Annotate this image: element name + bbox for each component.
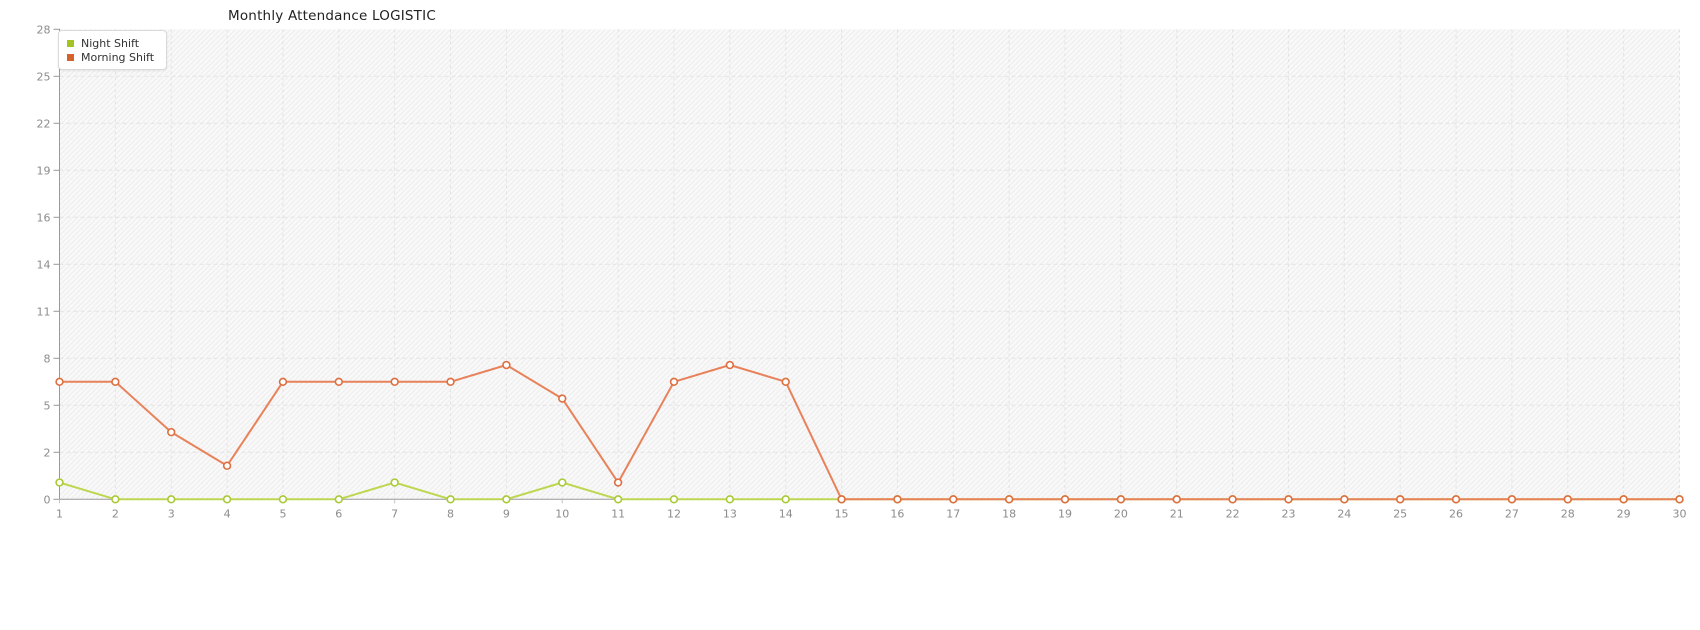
data-point-marker[interactable] <box>167 495 176 504</box>
x-tick-label: 25 <box>1393 507 1407 520</box>
legend-item-morning-shift[interactable]: Morning Shift <box>67 50 154 64</box>
data-point-marker[interactable] <box>1284 495 1293 504</box>
legend-label: Morning Shift <box>81 50 155 64</box>
data-point-marker[interactable] <box>390 478 399 487</box>
data-point-marker[interactable] <box>502 360 511 370</box>
data-point-marker[interactable] <box>1340 495 1349 504</box>
plot-area-background <box>59 29 1680 500</box>
data-point-marker[interactable] <box>781 495 790 504</box>
x-tick-label: 11 <box>611 507 625 520</box>
y-tick-label: 14 <box>37 258 51 271</box>
data-point-marker[interactable] <box>55 478 64 487</box>
data-point-marker[interactable] <box>725 360 735 370</box>
data-point-marker[interactable] <box>558 394 567 403</box>
x-tick-label: 29 <box>1617 507 1631 520</box>
y-tick-label: 8 <box>44 352 51 365</box>
x-tick-label: 20 <box>1114 507 1128 520</box>
night-shift-swatch-icon <box>67 39 74 47</box>
data-point-marker[interactable] <box>1228 495 1237 504</box>
y-tick-label: 0 <box>44 493 51 506</box>
data-point-marker[interactable] <box>558 478 567 487</box>
x-tick-label: 13 <box>723 507 737 520</box>
x-tick-label: 16 <box>890 507 904 520</box>
x-tick-label: 5 <box>279 507 286 520</box>
data-point-marker[interactable] <box>1675 495 1684 504</box>
y-tick-label: 28 <box>37 23 51 36</box>
x-tick-label: 24 <box>1337 507 1351 520</box>
data-point-marker[interactable] <box>278 495 288 504</box>
x-tick-label: 6 <box>335 507 342 520</box>
data-point-marker[interactable] <box>111 495 120 504</box>
x-tick-label: 27 <box>1505 507 1519 520</box>
data-point-marker[interactable] <box>781 377 790 386</box>
x-tick-label: 26 <box>1449 507 1463 520</box>
morning-shift-swatch-icon <box>67 53 74 61</box>
x-tick-label: 21 <box>1170 507 1184 520</box>
x-tick-label: 3 <box>168 507 175 520</box>
data-point-marker[interactable] <box>669 495 679 504</box>
x-tick-label: 18 <box>1002 507 1016 520</box>
data-point-marker[interactable] <box>1116 495 1126 504</box>
legend-label: Night Shift <box>81 36 140 50</box>
x-tick-label: 30 <box>1673 507 1687 520</box>
data-point-marker[interactable] <box>111 377 120 386</box>
data-point-marker[interactable] <box>278 377 288 386</box>
series-line-morning-shift <box>58 364 1681 501</box>
data-point-marker[interactable] <box>949 495 958 504</box>
data-point-marker[interactable] <box>55 377 64 386</box>
y-tick-label: 25 <box>37 70 51 83</box>
data-point-marker[interactable] <box>334 377 344 386</box>
y-tick-label: 5 <box>44 399 51 412</box>
data-point-marker[interactable] <box>446 495 455 504</box>
data-point-marker[interactable] <box>1004 495 1014 504</box>
data-point-marker[interactable] <box>1060 495 1070 504</box>
data-point-marker[interactable] <box>613 478 623 487</box>
data-point-marker[interactable] <box>893 495 902 504</box>
data-point-marker[interactable] <box>1451 495 1461 504</box>
data-point-marker[interactable] <box>1619 495 1628 504</box>
y-tick-label: 22 <box>37 117 51 130</box>
x-tick-label: 1 <box>56 507 63 520</box>
data-point-marker[interactable] <box>1507 495 1517 504</box>
data-point-marker[interactable] <box>1563 495 1572 504</box>
y-tick-label: 11 <box>37 305 51 318</box>
y-tick-label: 16 <box>37 211 51 224</box>
x-tick-label: 17 <box>946 507 960 520</box>
data-point-marker[interactable] <box>613 495 623 504</box>
data-point-marker[interactable] <box>167 427 176 437</box>
x-tick-label: 12 <box>667 507 681 520</box>
x-tick-label: 7 <box>391 507 398 520</box>
x-tick-label: 14 <box>779 507 793 520</box>
data-point-marker[interactable] <box>222 495 232 504</box>
legend: Night Shift Morning Shift <box>58 30 168 70</box>
data-point-marker[interactable] <box>334 495 344 504</box>
x-tick-label: 23 <box>1281 507 1295 520</box>
data-point-marker[interactable] <box>669 377 679 386</box>
data-point-marker[interactable] <box>725 495 735 504</box>
x-tick-label: 22 <box>1226 507 1240 520</box>
data-point-marker[interactable] <box>390 377 399 386</box>
x-tick-label: 19 <box>1058 507 1072 520</box>
data-point-marker[interactable] <box>446 377 455 386</box>
data-point-marker[interactable] <box>502 495 511 504</box>
y-tick-label: 19 <box>37 164 51 177</box>
x-tick-label: 10 <box>555 507 569 520</box>
y-tick-label: 2 <box>44 446 51 459</box>
x-tick-label: 9 <box>503 507 510 520</box>
x-tick-label: 15 <box>835 507 849 520</box>
data-point-marker[interactable] <box>1395 495 1405 504</box>
x-tick-label: 4 <box>224 507 231 520</box>
x-tick-label: 2 <box>112 507 119 520</box>
legend-item-night-shift[interactable]: Night Shift <box>67 36 154 50</box>
data-point-marker[interactable] <box>222 461 232 470</box>
data-point-marker[interactable] <box>837 495 846 504</box>
x-tick-label: 28 <box>1561 507 1575 520</box>
data-point-marker[interactable] <box>1172 495 1181 504</box>
chart-title: Monthly Attendance LOGISTIC <box>228 8 436 24</box>
x-tick-label: 8 <box>447 507 454 520</box>
